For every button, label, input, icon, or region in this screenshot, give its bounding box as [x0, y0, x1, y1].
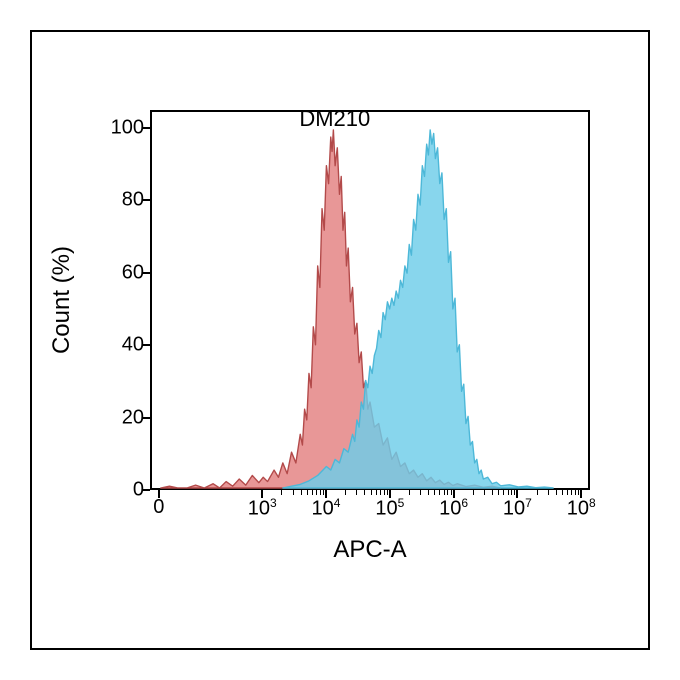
- x-minor-tick: [380, 490, 381, 495]
- x-minor-tick: [376, 490, 377, 495]
- x-minor-tick: [578, 490, 579, 495]
- x-tick-label: 103: [248, 496, 277, 521]
- x-minor-tick: [420, 490, 421, 495]
- x-minor-tick: [447, 490, 448, 495]
- x-minor-tick: [571, 490, 572, 495]
- x-minor-tick: [312, 490, 313, 495]
- x-minor-tick: [484, 490, 485, 495]
- x-minor-tick: [473, 490, 474, 495]
- y-tick-mark: [142, 272, 150, 274]
- x-tick-mark: [158, 490, 160, 498]
- y-tick-label: 20: [122, 406, 144, 429]
- x-minor-tick: [444, 490, 445, 495]
- x-minor-tick: [409, 490, 410, 495]
- x-minor-tick: [384, 490, 385, 495]
- x-minor-tick: [503, 490, 504, 495]
- x-minor-tick: [451, 490, 452, 495]
- x-minor-tick: [537, 490, 538, 495]
- x-minor-tick: [281, 490, 282, 495]
- y-tick-mark: [142, 344, 150, 346]
- x-tick-mark: [453, 490, 455, 498]
- x-minor-tick: [323, 490, 324, 495]
- y-tick-mark: [142, 127, 150, 129]
- x-tick-label: 107: [503, 496, 532, 521]
- x-minor-tick: [548, 490, 549, 495]
- x-minor-tick: [567, 490, 568, 495]
- x-tick-label: 105: [375, 496, 404, 521]
- x-minor-tick: [371, 490, 372, 495]
- x-minor-tick: [508, 490, 509, 495]
- x-axis-label: APC-A: [333, 536, 406, 564]
- y-tick-mark: [142, 489, 150, 491]
- x-minor-tick: [562, 490, 563, 495]
- x-minor-tick: [428, 490, 429, 495]
- x-minor-tick: [556, 490, 557, 495]
- x-tick-mark: [389, 490, 391, 498]
- y-tick-mark: [142, 199, 150, 201]
- y-tick-label: 60: [122, 261, 144, 284]
- x-tick-label: 108: [567, 496, 596, 521]
- x-minor-tick: [293, 490, 294, 495]
- series-group: [161, 130, 553, 488]
- x-tick-label: 0: [153, 496, 164, 519]
- x-minor-tick: [575, 490, 576, 495]
- x-tick-label: 106: [439, 496, 468, 521]
- x-minor-tick: [387, 490, 388, 495]
- x-tick-mark: [516, 490, 518, 498]
- y-tick-label: 40: [122, 334, 144, 357]
- x-tick-mark: [325, 490, 327, 498]
- x-minor-tick: [316, 490, 317, 495]
- y-tick-label: 100: [111, 117, 144, 140]
- x-minor-tick: [498, 490, 499, 495]
- x-minor-tick: [320, 490, 321, 495]
- outer-frame: Count (%) APC-A DM210 020406080100 01031…: [30, 30, 650, 650]
- x-minor-tick: [345, 490, 346, 495]
- y-axis-label: Count (%): [48, 246, 76, 354]
- x-minor-tick: [492, 490, 493, 495]
- x-minor-tick: [514, 490, 515, 495]
- series-svg: [152, 112, 588, 488]
- x-tick-mark: [261, 490, 263, 498]
- x-tick-mark: [580, 490, 582, 498]
- x-minor-tick: [434, 490, 435, 495]
- x-minor-tick: [356, 490, 357, 495]
- x-minor-tick: [364, 490, 365, 495]
- x-minor-tick: [439, 490, 440, 495]
- y-tick-label: 80: [122, 189, 144, 212]
- x-minor-tick: [307, 490, 308, 495]
- y-tick-mark: [142, 417, 150, 419]
- chart-container: Count (%) APC-A DM210 020406080100 01031…: [70, 100, 610, 580]
- chart-title: DM210: [299, 106, 370, 132]
- x-minor-tick: [301, 490, 302, 495]
- x-tick-label: 104: [312, 496, 341, 521]
- x-minor-tick: [511, 490, 512, 495]
- plot-area: [150, 110, 590, 490]
